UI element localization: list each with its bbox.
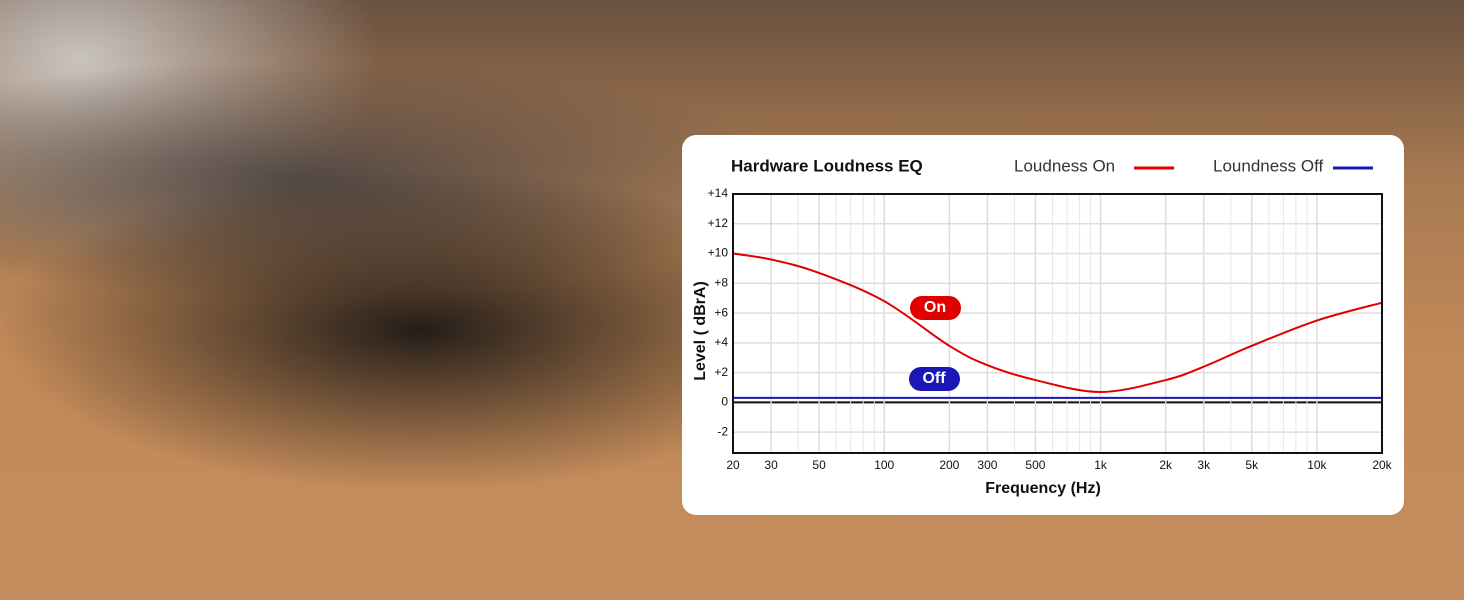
x-axis-label: Frequency (Hz): [985, 480, 1101, 497]
x-tick-label: 3k: [1197, 458, 1211, 472]
x-tick-label: 1k: [1094, 458, 1108, 472]
x-tick-label: 5k: [1245, 458, 1259, 472]
y-tick-label: +10: [708, 246, 729, 260]
x-tick-label: 2k: [1159, 458, 1173, 472]
x-tick-label: 500: [1025, 458, 1045, 472]
y-axis-label: Level ( dBrA): [692, 281, 709, 381]
y-tick-label: +8: [714, 275, 728, 289]
annotation: On: [924, 299, 946, 316]
x-tick-label: 30: [764, 458, 778, 472]
x-tick-label: 50: [812, 458, 826, 472]
y-tick-label: +14: [708, 186, 729, 200]
legend-label: Loundness Off: [1213, 156, 1324, 175]
x-tick-label: 300: [977, 458, 997, 472]
y-tick-label: +2: [714, 365, 728, 379]
x-tick-label: 100: [874, 458, 894, 472]
plot-frame: [732, 193, 1383, 454]
card: [682, 135, 1404, 515]
y-tick-label: -2: [717, 424, 728, 438]
y-tick-label: 0: [721, 395, 728, 409]
legend-label: Loudness On: [1014, 156, 1115, 175]
y-tick-label: +6: [714, 305, 728, 319]
annotation-pill: [909, 367, 960, 391]
x-tick-label: 20: [726, 458, 740, 472]
series-line: [732, 252, 1383, 393]
x-tick-label: 20k: [1372, 458, 1392, 472]
chart-title: Hardware Loudness EQ: [731, 156, 923, 175]
y-tick-label: +12: [708, 216, 729, 230]
annotation: Off: [922, 370, 946, 387]
annotation-pill: [910, 296, 961, 320]
x-tick-label: 10k: [1307, 458, 1327, 472]
x-tick-label: 200: [939, 458, 959, 472]
y-tick-label: +4: [714, 335, 728, 349]
